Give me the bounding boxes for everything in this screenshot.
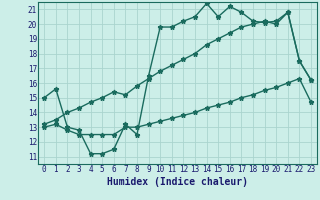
X-axis label: Humidex (Indice chaleur): Humidex (Indice chaleur) bbox=[107, 177, 248, 187]
